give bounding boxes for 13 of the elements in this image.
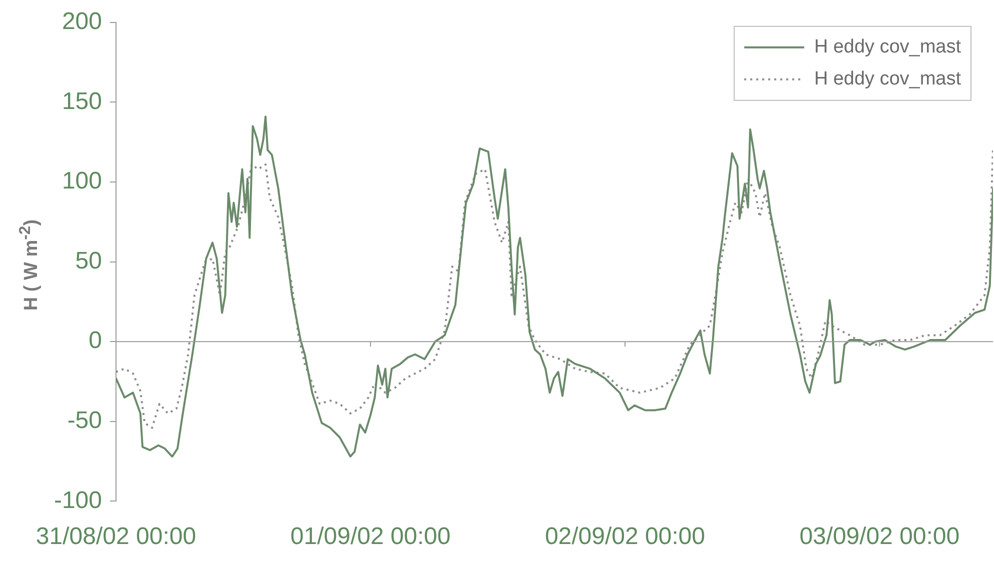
y-tick-label: 0: [88, 327, 102, 354]
y-tick-label: -100: [54, 486, 102, 514]
y-tick-label: -50: [67, 407, 102, 434]
x-tick-label: 02/09/02 00:00: [544, 523, 706, 550]
y-tick-label: 50: [75, 247, 102, 274]
x-tick-label: 01/09/02 00:00: [290, 523, 451, 550]
legend-label: H eddy cov_mast: [814, 68, 962, 90]
y-tick-label: 200: [62, 8, 102, 36]
y-tick-label: 150: [62, 88, 102, 115]
legend-label: H eddy cov_mast: [814, 36, 962, 58]
y-tick-label: 100: [62, 168, 102, 195]
x-tick-label: 31/08/02 00:00: [36, 523, 196, 550]
x-tick-label: 03/09/02 00:00: [799, 523, 960, 550]
